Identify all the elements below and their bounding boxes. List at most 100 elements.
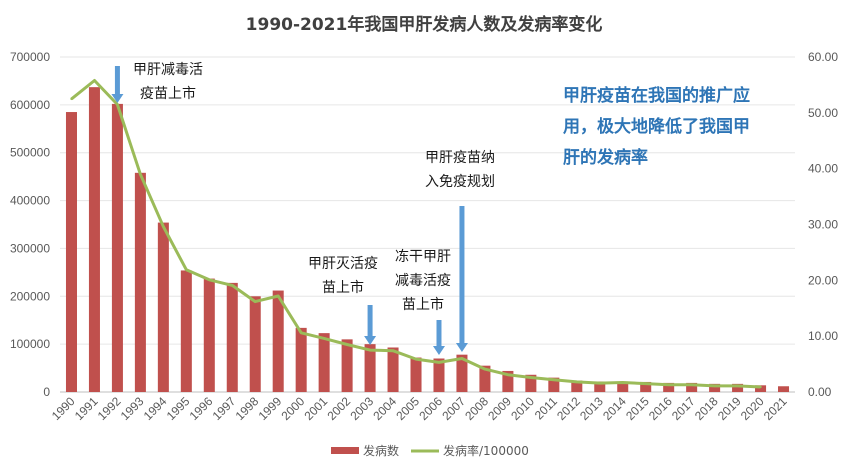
annotation-label: 苗上市 — [322, 279, 364, 296]
y-right-tick-label: 20.00 — [808, 273, 838, 287]
x-tick-label: 2004 — [370, 394, 399, 423]
bar-2011 — [548, 377, 560, 392]
line-point — [116, 103, 119, 106]
annotation-arrow-head — [364, 336, 377, 345]
bar-2001 — [318, 333, 330, 392]
bar-2005 — [410, 357, 422, 392]
line-point — [506, 373, 510, 376]
line-point — [185, 268, 188, 271]
line-point — [93, 79, 96, 82]
annotation-label: 冻干甲肝 — [395, 248, 451, 265]
y-right-tick-label: 40.00 — [808, 162, 838, 176]
x-tick-label: 1996 — [187, 394, 216, 423]
x-tick-label: 2008 — [462, 394, 491, 423]
y-right-tick-label: 0.00 — [808, 385, 832, 399]
bar-1992 — [111, 103, 123, 393]
x-tick-label: 2001 — [301, 394, 330, 423]
x-tick-label: 2013 — [577, 394, 606, 423]
line-point — [254, 300, 257, 303]
x-tick-label: 2017 — [669, 394, 698, 423]
y-left-tick-label: 200000 — [10, 289, 50, 303]
bar-2014 — [617, 381, 629, 392]
annotation-label: 苗上市 — [402, 296, 444, 313]
bar-2021 — [778, 386, 790, 392]
legend-label-line: 发病率/100000 — [443, 443, 529, 458]
bar-1997 — [226, 282, 238, 392]
bar-1998 — [249, 296, 261, 392]
annotation-arrow-head — [432, 346, 445, 355]
bar-2012 — [571, 380, 583, 392]
x-tick-label: 2020 — [738, 394, 767, 423]
bar-2020 — [755, 385, 767, 392]
chart-title: 1990-2021年我国甲肝发病人数及发病率变化 — [246, 14, 603, 35]
line-point — [208, 278, 211, 281]
x-tick-label: 1995 — [164, 394, 193, 423]
line-point — [460, 357, 464, 360]
bar-1994 — [157, 222, 169, 392]
x-tick-label: 2005 — [393, 394, 422, 423]
x-tick-label: 1997 — [210, 394, 239, 423]
line-point — [667, 383, 670, 386]
bar-2019 — [732, 383, 744, 392]
x-tick-label: 1998 — [233, 394, 262, 423]
bar-2002 — [341, 339, 353, 392]
x-tick-label: 2011 — [532, 394, 560, 422]
highlight-note-line: 用，极大地降低了我国甲 — [563, 116, 750, 137]
x-tick-label: 2003 — [347, 394, 376, 423]
line-point — [598, 381, 601, 385]
y-right-tick-label: 10.00 — [808, 329, 838, 343]
legend-label-bar: 发病数 — [363, 443, 399, 458]
bar-2000 — [295, 327, 307, 392]
legend[interactable]: 发病数 发病率/100000 — [331, 443, 529, 458]
line-point — [552, 378, 556, 381]
line-point — [713, 384, 716, 388]
line-point — [70, 97, 73, 101]
line-point — [231, 284, 234, 287]
bar-1999 — [272, 290, 284, 392]
line-point — [529, 376, 533, 379]
x-tick-label: 2016 — [646, 394, 675, 423]
bar-2006 — [433, 358, 445, 392]
line-point — [139, 173, 142, 176]
line-point — [575, 380, 578, 384]
y-right-tick-label: 50.00 — [808, 106, 838, 120]
bar-1991 — [88, 87, 100, 393]
bar-2009 — [502, 370, 514, 392]
y-left-tick-label: 600000 — [10, 98, 50, 112]
highlight-note-line: 甲肝疫苗在我国的推广应 — [563, 85, 750, 106]
x-tick-label: 2018 — [692, 394, 721, 423]
annotation-label: 入免疫规划 — [425, 174, 495, 190]
annotation-label: 甲肝疫苗纳 — [425, 150, 495, 166]
gridlines — [60, 56, 795, 393]
annotation-label: 疫苗上市 — [140, 85, 196, 102]
y-left-tick-label: 400000 — [10, 194, 50, 208]
y-left-tick-label: 500000 — [10, 146, 50, 160]
y-left-tick-label: 0 — [43, 385, 50, 399]
line-point — [644, 382, 647, 385]
x-tick-label: 2015 — [623, 394, 652, 423]
line-point — [759, 385, 762, 389]
y-right-tick-label: 30.00 — [808, 218, 838, 232]
line-point — [322, 337, 326, 340]
x-tick-label: 2012 — [554, 394, 583, 423]
line-point — [414, 357, 418, 361]
line-point — [736, 384, 739, 388]
x-tick-label: 1999 — [256, 394, 285, 423]
x-tick-label: 1994 — [141, 394, 170, 423]
line-point — [345, 343, 349, 346]
line-point — [690, 383, 693, 386]
x-tick-label: 1992 — [95, 394, 124, 423]
bar-2016 — [663, 382, 675, 392]
annotation-label: 减毒活疫 — [395, 273, 451, 289]
bar-1990 — [65, 112, 77, 393]
line-point — [391, 349, 395, 352]
x-tick-label: 1991 — [72, 394, 101, 423]
line-point — [437, 361, 441, 364]
annotation-label: 甲肝灭活疫 — [308, 256, 378, 272]
annotation-arrow-head — [111, 94, 124, 103]
line-point — [299, 331, 303, 335]
bar-1995 — [180, 270, 192, 392]
